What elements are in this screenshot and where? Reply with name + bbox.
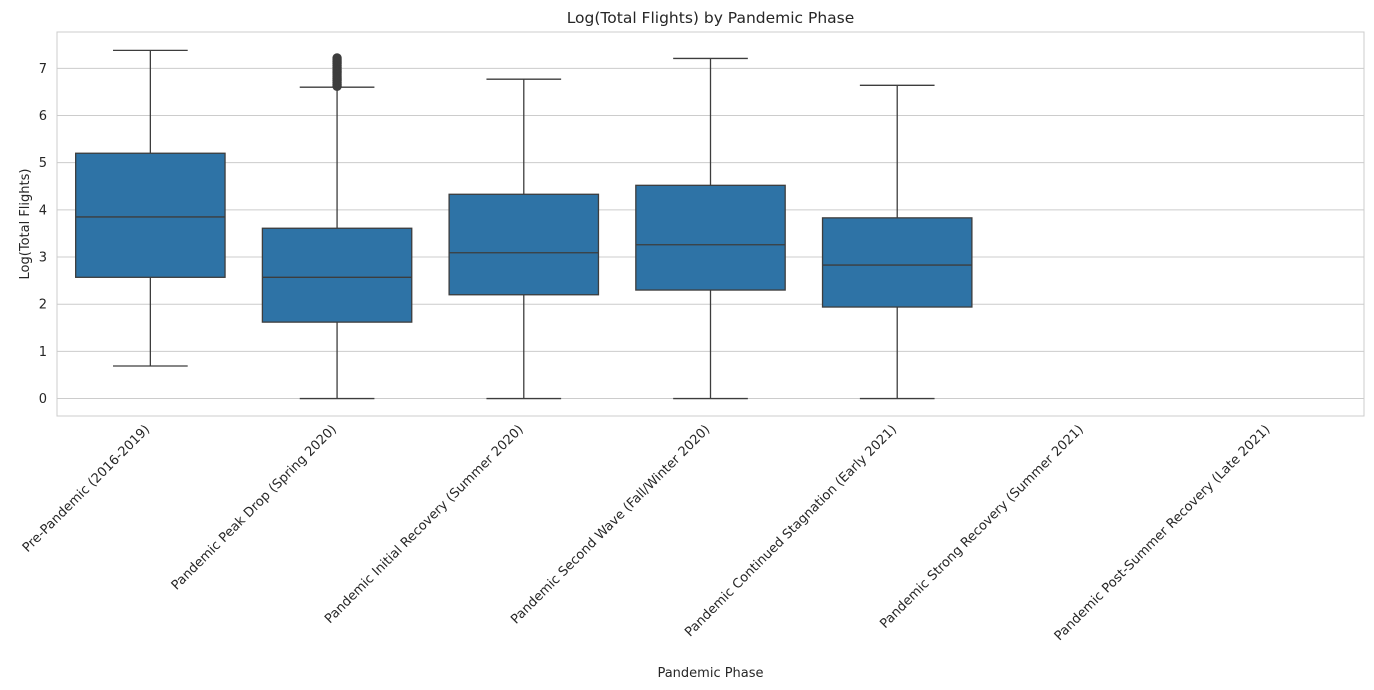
iqr-box xyxy=(821,217,973,308)
y-tick-label: 7 xyxy=(39,62,47,77)
y-tick-label: 1 xyxy=(39,345,47,360)
box-group xyxy=(75,49,226,367)
chart-title: Log(Total Flights) by Pandemic Phase xyxy=(567,9,855,27)
x-tick-label: Pandemic Strong Recovery (Summer 2021) xyxy=(877,422,1086,631)
plot-frame xyxy=(56,31,1365,417)
box-group xyxy=(261,53,413,400)
x-tick-labels: Pre-Pandemic (2016-2019) Pandemic Peak Dr… xyxy=(20,422,1274,644)
box-group xyxy=(635,57,786,400)
iqr-box xyxy=(635,184,786,291)
boxes xyxy=(75,49,973,400)
y-tick-label: 3 xyxy=(39,251,47,266)
y-axis-label: Log(Total Flights) xyxy=(18,169,33,280)
x-tick-label: Pandemic Initial Recovery (Summer 2020) xyxy=(322,422,527,627)
y-tick-label: 5 xyxy=(39,156,47,171)
y-tick-labels: 0 1 2 3 4 5 6 7 xyxy=(39,62,47,407)
x-tick-label: Pandemic Post-Summer Recovery (Late 2021… xyxy=(1052,422,1274,644)
box-group xyxy=(448,78,600,400)
x-tick-label: Pre-Pandemic (2016-2019) xyxy=(20,422,153,555)
iqr-box xyxy=(261,227,413,323)
iqr-box xyxy=(448,193,600,296)
outlier-point xyxy=(332,53,342,63)
y-tick-label: 0 xyxy=(39,392,47,407)
y-tick-label: 4 xyxy=(39,203,47,218)
y-tick-label: 6 xyxy=(39,109,47,124)
x-tick-label: Pandemic Second Wave (Fall/Winter 2020) xyxy=(508,422,713,627)
x-axis-label: Pandemic Phase xyxy=(657,666,763,681)
x-tick-label: Pandemic Continued Stagnation (Early 202… xyxy=(682,422,900,640)
box-group xyxy=(821,84,973,400)
iqr-box xyxy=(75,152,226,278)
y-tick-label: 2 xyxy=(39,298,47,313)
x-tick-label: Pandemic Peak Drop (Spring 2020) xyxy=(169,422,340,593)
